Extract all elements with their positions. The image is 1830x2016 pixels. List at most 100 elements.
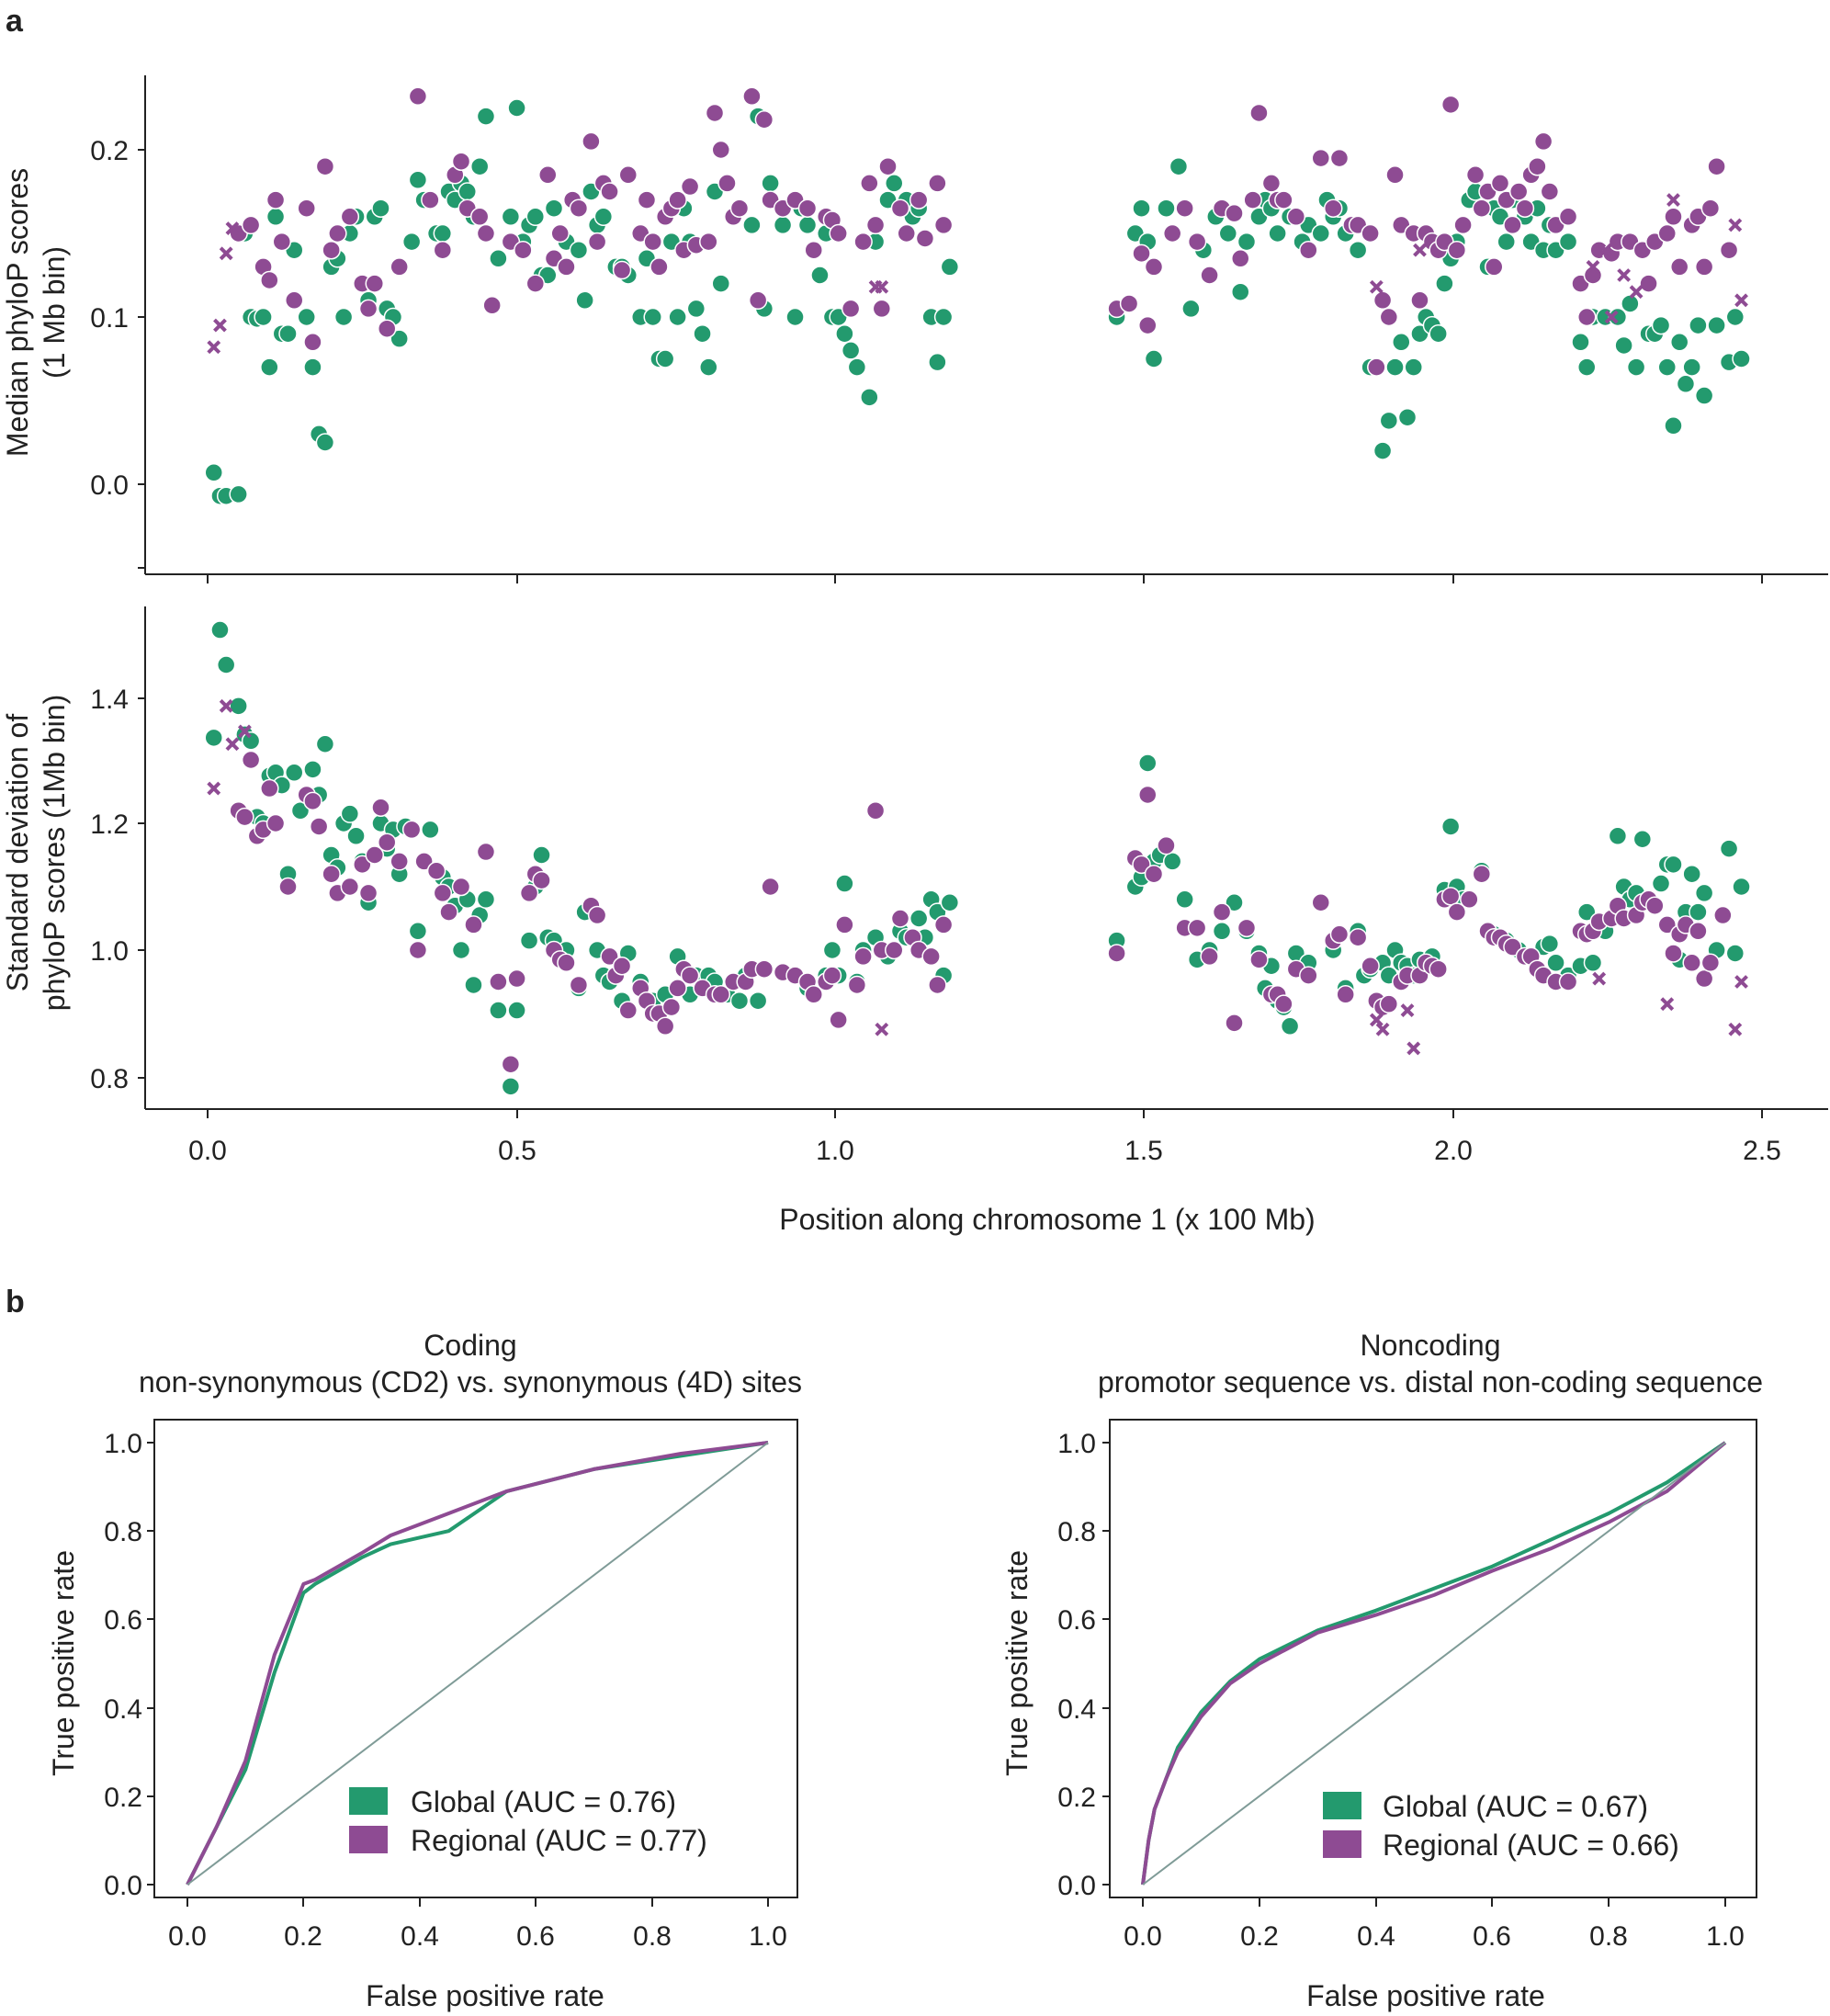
a-top-regional-point [637, 190, 657, 210]
a-top-global-point [1676, 374, 1696, 394]
x-marker-stroke [225, 221, 240, 235]
b-right-ylabel: True positive rate [1000, 1550, 1034, 1776]
a-bottom-global-point [241, 731, 261, 751]
a-bottom-global-point [835, 874, 854, 893]
a-top-regional-point [865, 215, 886, 235]
a-bottom-regional-point [303, 791, 322, 811]
a-top-global-point [1621, 294, 1640, 313]
a-bottom-global-point [822, 940, 842, 960]
a-top-regional-point [748, 290, 768, 311]
a-top-regional-point [1311, 148, 1331, 168]
a-bottom-regional-point [1132, 855, 1151, 875]
a-bottom-regional-x-marker [207, 781, 221, 796]
a-top-regional-point [1558, 207, 1578, 227]
a-top-global-point [1397, 407, 1418, 427]
a-top-regional-point [699, 232, 718, 252]
a-top-global-point [204, 463, 223, 482]
a-top-regional-point [469, 207, 490, 227]
a-bottom-regional-point [600, 946, 619, 967]
a-top-global-point [860, 388, 879, 407]
a-top-regional-point [569, 198, 589, 218]
a-bottom-global-point [476, 889, 496, 910]
a-top-global-point [593, 207, 614, 227]
a-top-regional-point [358, 299, 378, 319]
b-right-x-tick-label: 0.0 [1124, 1921, 1162, 1952]
a-bottom-global-point [408, 922, 428, 941]
a-bottom-global-point [1664, 855, 1683, 875]
a-top-regional-point [1528, 156, 1547, 176]
a-top-regional-point [241, 215, 261, 235]
a-bottom-regional-point [928, 975, 947, 995]
a-bottom-global-point [729, 991, 750, 1011]
a-top-global-point [1558, 232, 1578, 252]
a-bottom-regional-point [501, 1054, 521, 1074]
b-left-diagonal-line [186, 1442, 769, 1886]
a-top-global-point [1626, 357, 1646, 377]
a-bottom-regional-x-marker [219, 698, 233, 713]
a-bottom-regional-point [618, 1001, 638, 1020]
a-bottom-regional-point [1107, 944, 1126, 963]
a-bottom-regional-point [1249, 950, 1269, 969]
a-top-global-point [847, 357, 867, 377]
a-top-regional-point [1472, 198, 1492, 218]
a-top-global-point [761, 174, 780, 193]
a-top-global-point [1435, 274, 1454, 293]
a-top-global-point [254, 307, 273, 327]
a-bottom-regional-point [1144, 864, 1164, 884]
a-bottom-regional-point [507, 968, 526, 989]
x-marker-stroke [1734, 293, 1748, 308]
a-bottom-regional-point [1472, 864, 1492, 884]
a-bottom-regional-point [278, 877, 298, 897]
a-top-regional-point [711, 140, 731, 160]
a-top-global-point [1657, 357, 1678, 377]
a-top-regional-point [1540, 182, 1560, 201]
a-bottom-regional-point [408, 940, 428, 960]
a-bottom-y-tick-label: 1.4 [90, 685, 129, 715]
a-bottom-regional-point [401, 820, 422, 840]
a-top-regional-point [705, 103, 725, 123]
a-top-regional-point [1669, 257, 1689, 277]
a-bottom-global-point [519, 931, 539, 950]
a-top-regional-point [1249, 103, 1269, 123]
a-top-global-point [401, 232, 422, 252]
a-bottom-regional-point [358, 883, 378, 903]
a-top-regional-point [1230, 249, 1250, 268]
x-marker-stroke [219, 246, 233, 261]
a-top-regional-point [1576, 307, 1597, 327]
a-top-global-point [1392, 333, 1411, 352]
a-top-regional-x-marker [1586, 259, 1600, 274]
b-right-x-tick-label: 0.2 [1240, 1921, 1279, 1952]
a-bottom-regional-point [847, 975, 867, 995]
x-marker-stroke [1734, 975, 1748, 989]
a-x-tick-label: 0.5 [498, 1136, 537, 1166]
a-bottom-regional-point [754, 959, 774, 979]
a-top-regional-x-marker [1666, 193, 1680, 208]
a-top-regional-point [872, 299, 892, 319]
a-top-global-point [885, 174, 904, 193]
a-top-regional-x-marker [219, 246, 233, 261]
a-top-global-point [507, 98, 526, 118]
a-bottom-regional-x-marker [875, 1022, 889, 1036]
a-bottom-regional-point [1460, 889, 1479, 910]
b-right-xlabel: False positive rate [1306, 1979, 1545, 2012]
a-bottom-regional-point [322, 864, 341, 884]
a-bottom-global-point [1689, 902, 1708, 922]
a-bottom-global-point [909, 909, 929, 928]
b-right-plot-frame [1109, 1419, 1757, 1898]
a-top-global-point [1404, 357, 1423, 377]
a-bottom-regional-point [829, 1010, 848, 1030]
a-bottom-regional-point [612, 957, 632, 976]
a-top-regional-point [1299, 240, 1318, 260]
a-top-global-point [303, 357, 322, 377]
a-top-global-point [1732, 349, 1751, 368]
a-bottom-regional-point [1200, 946, 1219, 967]
panel-a-label: a [6, 4, 24, 39]
a-bottom-regional-point [1429, 959, 1448, 979]
a-top-regional-point [525, 274, 546, 293]
a-bottom-regional-point [365, 845, 385, 865]
a-bottom-global-point [204, 728, 223, 748]
a-top-global-point [575, 290, 594, 311]
a-top-global-point [668, 307, 687, 327]
x-marker-stroke [1617, 268, 1632, 282]
b-right-regional-roc-line [1141, 1441, 1727, 1886]
